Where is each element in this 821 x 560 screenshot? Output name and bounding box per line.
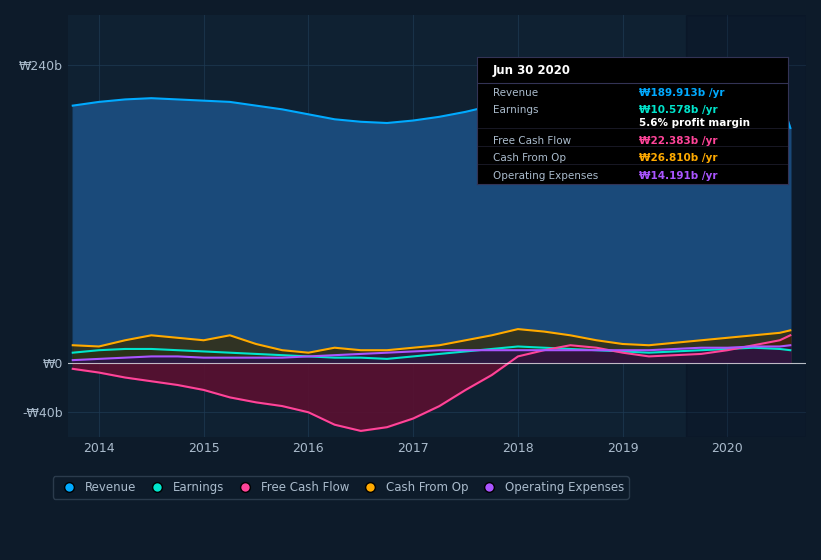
Legend: Revenue, Earnings, Free Cash Flow, Cash From Op, Operating Expenses: Revenue, Earnings, Free Cash Flow, Cash … xyxy=(53,477,629,499)
Bar xyxy=(686,15,806,437)
